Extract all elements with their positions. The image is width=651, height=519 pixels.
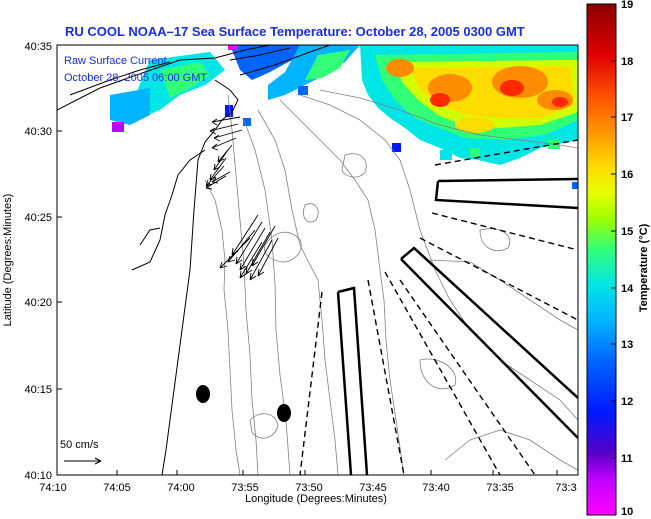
- coastline: [57, 45, 331, 475]
- y-tick-label: 40:10: [24, 470, 52, 482]
- y-tick-labels: 40:35 40:30 40:25 40:20 40:15 40:10: [24, 41, 52, 482]
- y-tick-label: 40:35: [24, 41, 52, 53]
- colorbar: 19 18 17 16 15 14 13 12 11 10 Temperatur…: [586, 0, 650, 518]
- x-tick-label: 74:00: [167, 482, 195, 494]
- x-tick-label: 74:05: [103, 482, 131, 494]
- colorbar-label: Temperature (°C): [638, 223, 650, 312]
- survey-zones: [336, 177, 578, 475]
- x-axis-label: Longitude (Degrees:Minutes): [245, 493, 387, 505]
- x-tick-label: 74:10: [39, 482, 67, 494]
- colorbar-tick: 17: [621, 112, 633, 124]
- map-title: RU COOL NOAA–17 Sea Surface Temperature:…: [65, 24, 525, 39]
- x-tick-labels: 74:10 74:05 74:00 73:55 73:50 73:45 73:4…: [39, 482, 576, 494]
- colorbar-tick: 19: [621, 0, 633, 11]
- x-tick-label: 73:50: [295, 482, 323, 494]
- y-tick-label: 40:30: [24, 126, 52, 138]
- x-tick-label: 73:55: [231, 482, 259, 494]
- annotation-raw-surface-current: Raw Surface Current: [64, 55, 167, 67]
- y-axis-label: Latitude (Degrees:Minutes): [2, 194, 14, 327]
- x-tick-label: 73:3: [555, 482, 576, 494]
- y-tick-label: 40:15: [24, 384, 52, 396]
- map-plot-area[interactable]: [57, 45, 578, 475]
- colorbar-tick: 14: [621, 283, 634, 295]
- x-tick-label: 73:35: [486, 482, 514, 494]
- colorbar-tick: 12: [621, 396, 633, 408]
- scale-arrow: [64, 457, 102, 465]
- plot-frame: [56, 44, 579, 476]
- y-tick-label: 40:20: [24, 297, 52, 309]
- station-markers: [196, 385, 291, 422]
- bathymetry-contours: [204, 89, 578, 475]
- colorbar-tick: 18: [621, 56, 633, 68]
- station-marker: [277, 404, 291, 422]
- sst-raster: [360, 45, 578, 189]
- x-tick-label: 73:40: [422, 482, 450, 494]
- current-vectors: [205, 116, 279, 281]
- y-tick-label: 40:25: [24, 212, 52, 224]
- colorbar-tick: 13: [621, 339, 633, 351]
- colorbar-tick: 15: [621, 226, 633, 238]
- annotation-current-time: October 28, 2005 06:00 GMT: [64, 72, 207, 84]
- x-tick-label: 73:45: [359, 482, 387, 494]
- colorbar-tick: 16: [621, 169, 633, 181]
- dashed-radials: [299, 139, 578, 475]
- x-tick-marks: [56, 470, 558, 475]
- station-marker: [196, 385, 210, 403]
- scale-label: 50 cm/s: [60, 439, 99, 451]
- colorbar-tick: 10: [621, 506, 633, 518]
- colorbar-tick: 11: [621, 453, 633, 465]
- colorbar-gradient: [586, 3, 617, 516]
- y-tick-marks: [57, 44, 62, 476]
